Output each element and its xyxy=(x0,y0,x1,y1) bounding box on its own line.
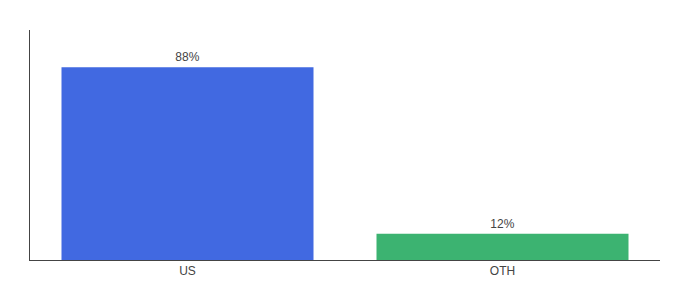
svg-text:US: US xyxy=(179,264,196,278)
svg-text:OTH: OTH xyxy=(490,264,515,278)
svg-text:88%: 88% xyxy=(175,50,199,64)
svg-text:12%: 12% xyxy=(490,217,514,231)
